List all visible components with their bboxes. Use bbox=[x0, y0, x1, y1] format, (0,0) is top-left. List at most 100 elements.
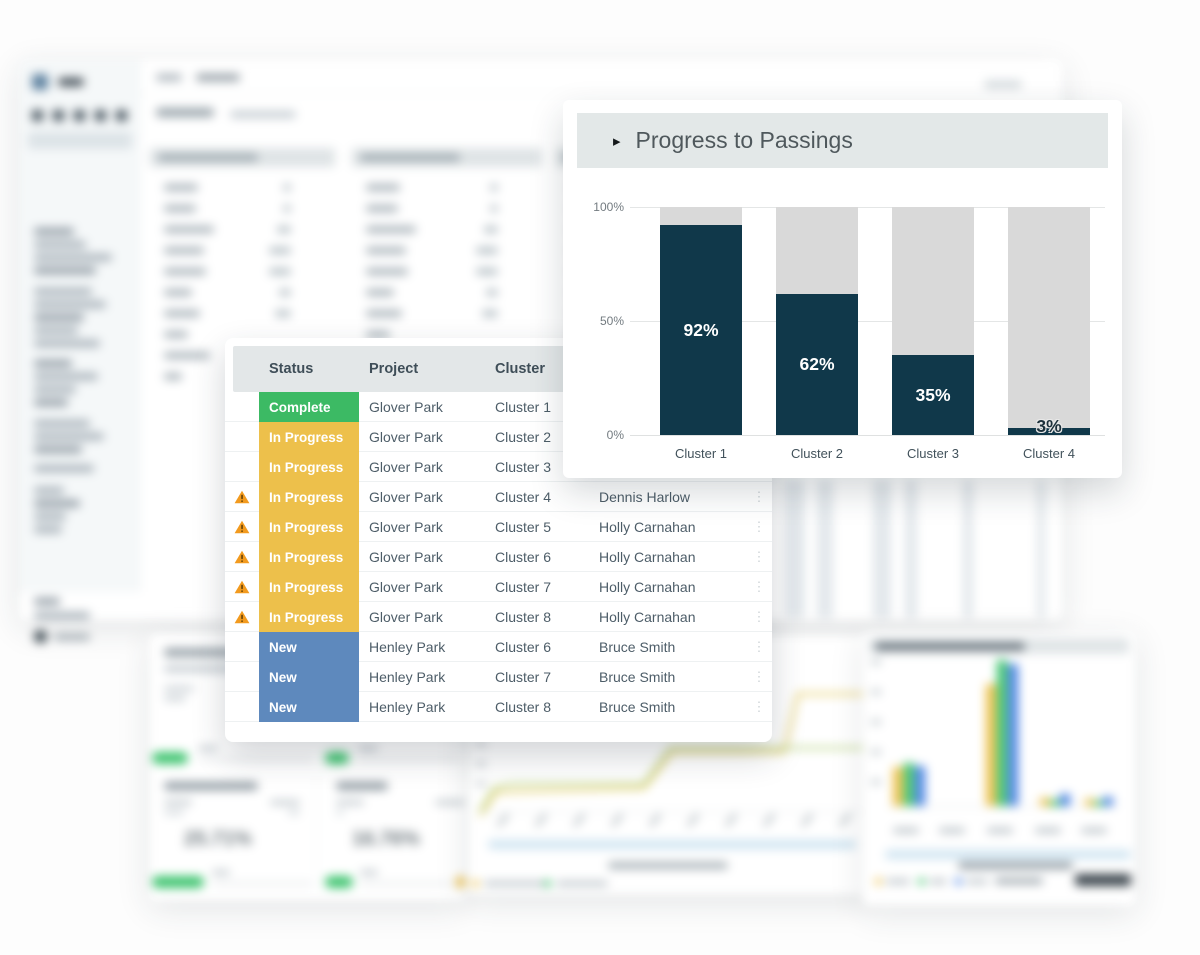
owner-cell: Dennis Harlow bbox=[589, 482, 746, 512]
x-axis-label: Cluster 3 bbox=[906, 446, 960, 461]
row-menu-kebab-icon[interactable]: ⋮ bbox=[746, 692, 772, 722]
table-row[interactable]: New Henley Park Cluster 6 Bruce Smith ⋮ bbox=[225, 632, 772, 662]
bg-placeholder bbox=[817, 480, 833, 618]
bg-kpi-line bbox=[164, 800, 192, 805]
row-menu-kebab-icon[interactable]: ⋮ bbox=[746, 602, 772, 632]
bg-placeholder bbox=[34, 446, 82, 453]
bg-logo-text bbox=[58, 78, 84, 86]
bg-placeholder bbox=[915, 766, 925, 806]
bg-placeholder bbox=[34, 420, 90, 427]
bg-legend-dot-green bbox=[544, 880, 551, 887]
row-menu-kebab-icon[interactable]: ⋮ bbox=[746, 632, 772, 662]
row-menu-kebab-icon[interactable]: ⋮ bbox=[746, 572, 772, 602]
status-label: In Progress bbox=[269, 549, 344, 565]
bg-progress-track bbox=[358, 758, 458, 761]
chart-header[interactable]: ▸ Progress to Passings bbox=[577, 113, 1108, 168]
bg-placeholder bbox=[482, 310, 498, 317]
bg-baseline bbox=[887, 806, 1119, 807]
warning-cell bbox=[225, 692, 259, 722]
status-badge: In Progress bbox=[259, 512, 359, 542]
bg-placeholder bbox=[164, 247, 204, 254]
bg-tile-title bbox=[336, 782, 388, 790]
bg-placeholder bbox=[34, 254, 112, 261]
bar-value-label: 62% bbox=[799, 353, 835, 374]
bg-placeholder bbox=[352, 148, 542, 167]
bg-progress-pill bbox=[325, 876, 353, 888]
project-cell: Henley Park bbox=[359, 692, 485, 722]
status-badge: New bbox=[259, 692, 359, 722]
bg-placeholder bbox=[762, 812, 776, 828]
bg-breadcrumb-2 bbox=[196, 74, 240, 81]
owner-cell: Bruce Smith bbox=[589, 662, 746, 692]
bg-placeholder bbox=[158, 154, 258, 161]
bg-kpi-line bbox=[288, 810, 300, 815]
bg-chart-header bbox=[869, 638, 1129, 654]
bg-placeholder bbox=[269, 268, 291, 275]
bg-placeholder bbox=[1060, 794, 1070, 806]
project-cell: Glover Park bbox=[359, 482, 485, 512]
bg-kpi-line bbox=[164, 696, 186, 701]
bar-fill: 62% bbox=[776, 293, 858, 435]
owner-cell: Holly Carnahan bbox=[589, 512, 746, 542]
row-menu-kebab-icon[interactable]: ⋮ bbox=[746, 542, 772, 572]
status-badge: In Progress bbox=[259, 422, 359, 452]
bg-chart-header-title bbox=[875, 643, 1025, 650]
x-axis-label: Cluster 2 bbox=[790, 446, 844, 461]
status-label: New bbox=[269, 639, 297, 655]
row-menu-kebab-icon[interactable]: ⋮ bbox=[746, 512, 772, 542]
bg-placeholder bbox=[1085, 799, 1095, 806]
bg-user-label bbox=[54, 634, 90, 640]
cluster-cell: Cluster 5 bbox=[485, 512, 589, 542]
bg-placeholder bbox=[34, 612, 90, 619]
bg-kpi-line bbox=[198, 746, 218, 751]
warning-cell bbox=[225, 542, 259, 572]
bg-watermark bbox=[1075, 874, 1131, 886]
cluster-cell: Cluster 7 bbox=[485, 572, 589, 602]
bg-kpi-line bbox=[360, 870, 378, 875]
row-menu-kebab-icon[interactable]: ⋮ bbox=[746, 482, 772, 512]
bg-placeholder bbox=[34, 267, 96, 274]
project-cell: Henley Park bbox=[359, 632, 485, 662]
table-row[interactable]: In Progress Glover Park Cluster 7 Holly … bbox=[225, 572, 772, 602]
bg-kpi-line bbox=[164, 810, 184, 815]
project-cell: Glover Park bbox=[359, 542, 485, 572]
project-cell: Glover Park bbox=[359, 602, 485, 632]
bg-placeholder bbox=[34, 360, 72, 367]
table-row[interactable]: In Progress Glover Park Cluster 8 Holly … bbox=[225, 602, 772, 632]
bg-placeholder bbox=[277, 226, 291, 233]
bg-placeholder bbox=[34, 598, 60, 605]
bg-placeholder bbox=[34, 465, 94, 472]
bg-legend-label bbox=[556, 881, 608, 886]
bg-placeholder bbox=[986, 684, 996, 806]
bg-placeholder bbox=[496, 812, 510, 828]
bg-placeholder bbox=[95, 110, 106, 121]
bg-placeholder bbox=[871, 690, 881, 694]
bg-placeholder bbox=[34, 433, 104, 440]
bg-page-title bbox=[156, 108, 214, 117]
y-axis-tick-0: 0% bbox=[606, 428, 624, 442]
cluster-cell: Cluster 8 bbox=[485, 692, 589, 722]
bg-placeholder bbox=[871, 780, 881, 784]
table-row[interactable]: In Progress Glover Park Cluster 5 Holly … bbox=[225, 512, 772, 542]
bg-progress-pill bbox=[152, 876, 204, 888]
bg-placeholder bbox=[724, 812, 738, 828]
bar-value-label: 35% bbox=[915, 384, 951, 405]
bg-placeholder bbox=[34, 399, 68, 406]
bg-placeholder bbox=[366, 310, 402, 317]
bar-track: 62% Cluster 2 bbox=[776, 207, 858, 461]
bg-placeholder bbox=[1037, 480, 1045, 618]
table-row[interactable]: New Henley Park Cluster 8 Bruce Smith ⋮ bbox=[225, 692, 772, 722]
table-row[interactable]: In Progress Glover Park Cluster 4 Dennis… bbox=[225, 482, 772, 512]
bg-placeholder bbox=[1040, 798, 1050, 806]
bg-placeholder bbox=[34, 241, 86, 248]
row-menu-kebab-icon[interactable]: ⋮ bbox=[746, 662, 772, 692]
status-label: In Progress bbox=[269, 489, 344, 505]
table-row[interactable]: In Progress Glover Park Cluster 6 Holly … bbox=[225, 542, 772, 572]
table-row[interactable]: New Henley Park Cluster 7 Bruce Smith ⋮ bbox=[225, 662, 772, 692]
status-label: New bbox=[269, 669, 297, 685]
bg-legend-dot-yellow bbox=[875, 878, 882, 885]
status-badge: In Progress bbox=[259, 452, 359, 482]
progress-chart-panel: ▸ Progress to Passings 100% 50% 0% 92% Cl… bbox=[563, 100, 1122, 478]
status-label: In Progress bbox=[269, 519, 344, 535]
status-badge: Complete bbox=[259, 392, 359, 422]
